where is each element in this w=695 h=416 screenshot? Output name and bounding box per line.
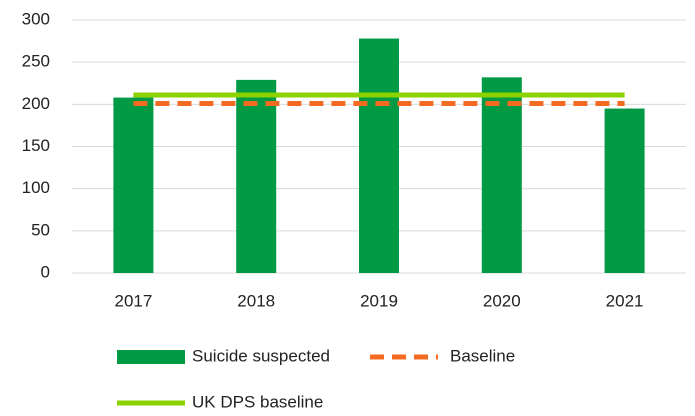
x-tick-label: 2019 [360, 291, 398, 310]
bar [359, 38, 399, 274]
legend-label: Suicide suspected [192, 346, 330, 365]
y-tick-label: 300 [22, 9, 50, 28]
x-tick-label: 2021 [606, 291, 644, 310]
y-tick-label: 0 [41, 262, 50, 281]
y-tick-label: 50 [31, 220, 50, 239]
y-tick-label: 100 [22, 178, 50, 197]
x-tick-label: 2018 [237, 291, 275, 310]
bar [481, 77, 522, 273]
legend-label: UK DPS baseline [192, 392, 323, 411]
x-tick-label: 2020 [483, 291, 521, 310]
x-tick-label: 2017 [114, 291, 152, 310]
legend-label: Baseline [450, 346, 515, 365]
y-tick-label: 200 [22, 94, 50, 113]
bar [236, 79, 277, 273]
y-tick-label: 250 [22, 52, 50, 71]
bar [604, 108, 645, 273]
bar [113, 97, 154, 273]
y-tick-label: 150 [22, 136, 50, 155]
legend-swatch [117, 350, 185, 364]
